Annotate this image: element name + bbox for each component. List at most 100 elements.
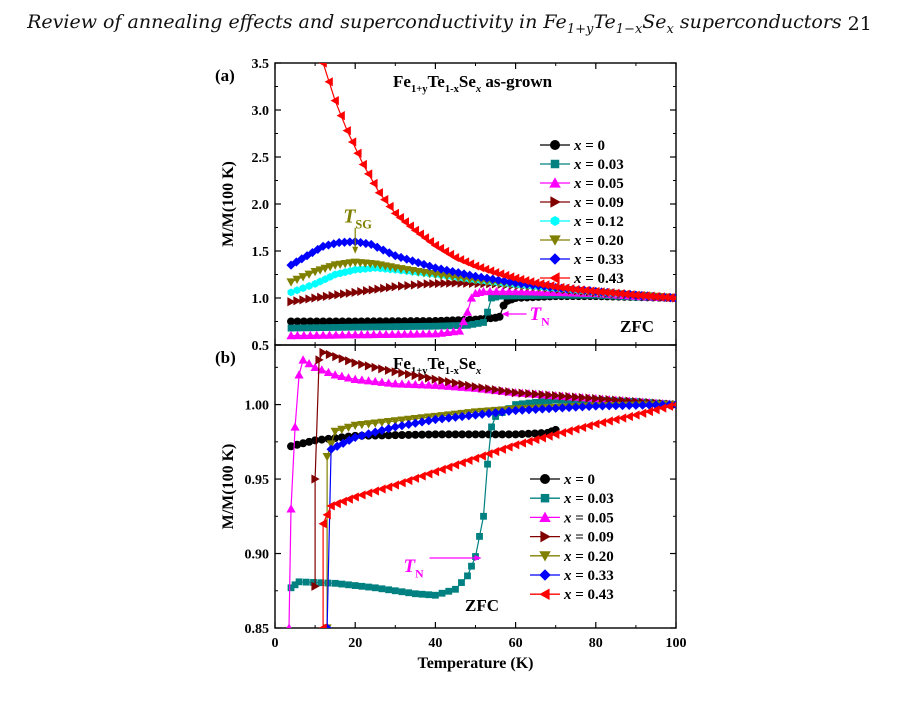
data-point xyxy=(393,329,403,338)
data-point xyxy=(332,441,342,451)
data-point xyxy=(504,406,514,416)
data-point xyxy=(377,431,386,440)
data-point xyxy=(387,329,397,338)
data-point xyxy=(505,272,515,282)
data-point xyxy=(438,322,446,330)
data-point xyxy=(390,417,400,426)
y-tick-label: 1.00 xyxy=(245,399,270,414)
data-point xyxy=(527,292,535,299)
data-point xyxy=(376,323,384,331)
data-point xyxy=(345,237,355,247)
data-point xyxy=(337,425,347,435)
legend-label: x = 0 xyxy=(563,472,595,488)
data-point xyxy=(616,289,625,299)
data-point xyxy=(395,213,404,223)
data-point xyxy=(307,247,318,258)
data-point xyxy=(340,289,349,299)
data-point xyxy=(504,286,514,296)
data-point xyxy=(459,269,469,279)
data-point xyxy=(363,376,374,385)
data-point xyxy=(325,349,335,360)
data-point xyxy=(287,297,296,307)
data-point xyxy=(357,375,367,384)
data-point xyxy=(497,444,506,454)
data-point xyxy=(464,411,474,421)
data-point xyxy=(306,324,314,332)
data-point xyxy=(287,584,295,592)
legend-label: x = 0.09 xyxy=(573,195,624,211)
data-point xyxy=(317,435,326,444)
data-point xyxy=(350,421,360,431)
data-point xyxy=(370,376,380,386)
data-point xyxy=(388,323,396,331)
data-point xyxy=(331,317,340,326)
data-point xyxy=(310,579,317,586)
panel-title: Fe1+yTe1-xSex xyxy=(393,354,482,377)
data-point xyxy=(552,396,560,404)
data-point xyxy=(565,392,574,402)
legend-label: x = 0.03 xyxy=(573,157,624,173)
data-point xyxy=(291,581,299,589)
legend-entry: x = 0.09 xyxy=(530,530,614,546)
data-point xyxy=(362,329,373,339)
data-point xyxy=(651,400,661,410)
legend-entry: x = 0.43 xyxy=(530,587,614,603)
data-point xyxy=(490,446,500,457)
data-point xyxy=(347,137,357,147)
panel-title: Fe1+yTe1-xSex as-grown xyxy=(393,72,553,95)
data-point xyxy=(337,330,347,339)
data-point xyxy=(413,323,421,330)
data-point xyxy=(464,430,473,439)
data-point xyxy=(470,410,481,420)
data-point xyxy=(451,278,461,288)
x-tick-label: 80 xyxy=(589,636,603,651)
data-point xyxy=(319,347,328,358)
data-point xyxy=(528,287,538,296)
data-point xyxy=(365,583,372,591)
data-point xyxy=(624,411,633,422)
data-point xyxy=(437,464,446,474)
data-point xyxy=(597,417,607,428)
data-point xyxy=(425,591,433,599)
data-point xyxy=(424,380,434,389)
data-point xyxy=(412,329,422,338)
data-point xyxy=(470,453,480,463)
data-point xyxy=(371,584,379,592)
data-point xyxy=(545,390,554,400)
data-point xyxy=(498,286,508,296)
data-point xyxy=(551,403,561,413)
data-point xyxy=(511,278,521,288)
data-point xyxy=(310,362,320,372)
data-point xyxy=(566,284,575,294)
data-point xyxy=(417,471,426,481)
data-point xyxy=(442,265,452,275)
data-point xyxy=(318,63,327,68)
data-point xyxy=(299,284,307,293)
legend-label: x = 0.33 xyxy=(563,568,614,584)
data-point xyxy=(300,324,308,332)
data-point xyxy=(604,401,614,411)
data-point xyxy=(664,401,673,411)
data-point xyxy=(311,293,320,303)
data-point xyxy=(286,623,292,628)
data-point xyxy=(411,430,420,439)
data-point xyxy=(334,290,343,300)
data-point xyxy=(478,430,487,439)
data-point xyxy=(358,159,367,170)
data-point xyxy=(464,321,471,329)
data-point xyxy=(358,582,366,590)
data-point xyxy=(391,587,399,595)
legend-label: x = 0.43 xyxy=(563,587,614,603)
data-point xyxy=(637,400,648,410)
data-point xyxy=(357,317,366,326)
data-point xyxy=(315,355,324,365)
data-point xyxy=(378,245,388,255)
data-point xyxy=(591,419,600,429)
data-point xyxy=(294,324,301,332)
data-point xyxy=(564,426,573,436)
data-point xyxy=(337,433,346,442)
data-point xyxy=(526,277,535,287)
data-point xyxy=(391,431,400,440)
data-point xyxy=(404,475,413,486)
legend-marker xyxy=(550,216,560,226)
